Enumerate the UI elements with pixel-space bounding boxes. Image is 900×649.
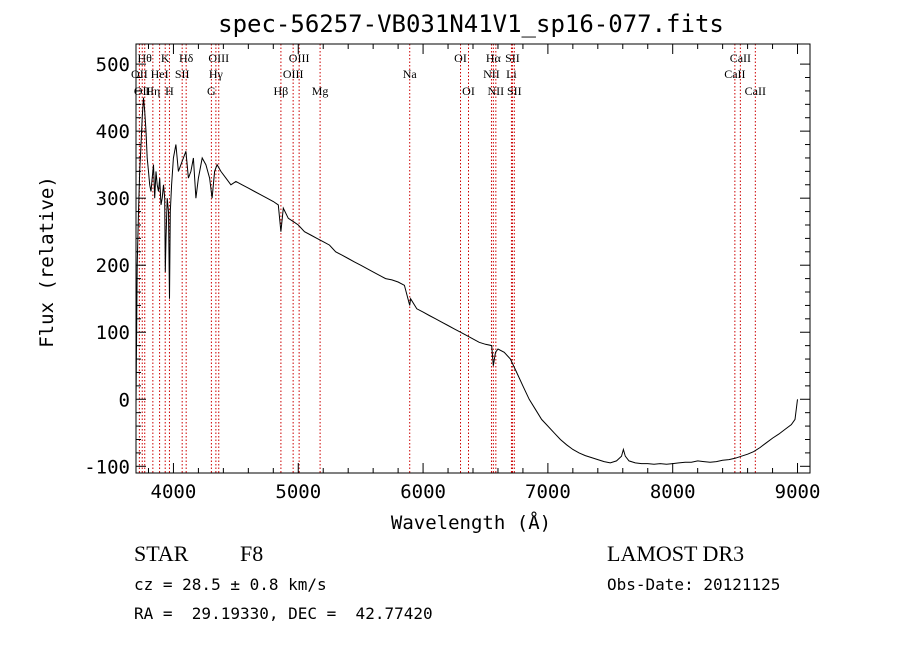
line-label: Li (506, 67, 517, 81)
obs-date-text: Obs-Date: 20121125 (607, 575, 781, 594)
line-label: SII (505, 51, 520, 65)
x-tick-label: 4000 (151, 481, 197, 503)
line-label: Mg (312, 84, 329, 98)
emission-lines (138, 44, 756, 473)
y-tick-label: -100 (84, 456, 130, 478)
x-tick-label: 5000 (275, 481, 321, 503)
y-tick-label: 500 (96, 54, 130, 76)
line-labels: OIIOIIHθHηHeIKHSIIHδGHγOIIIHβOIIIOIIIMgN… (131, 51, 766, 98)
line-label: Na (403, 67, 418, 81)
line-label: OI (454, 51, 467, 65)
coordinates-text: RA = 29.19330, DEC = 42.77420 (134, 604, 433, 623)
x-axis-label: Wavelength (Å) (391, 511, 551, 534)
y-tick-label: 100 (96, 322, 130, 344)
line-label: OIII (283, 67, 304, 81)
plot-frame (135, 43, 811, 474)
line-label: Hγ (209, 67, 224, 81)
line-label: OII (134, 84, 151, 98)
x-tick-label: 6000 (400, 481, 446, 503)
line-label: Hδ (179, 51, 194, 65)
line-label: K (161, 51, 170, 65)
chart-title: spec-56257-VB031N41V1_sp16-077.fits (218, 10, 724, 38)
line-label: CaII (724, 67, 745, 81)
line-label: CaII (745, 84, 766, 98)
line-label: OIII (208, 51, 229, 65)
line-label: SII (175, 67, 190, 81)
line-label: OII (131, 67, 148, 81)
survey-label: LAMOST DR3 (607, 541, 745, 566)
subclass-label: F8 (240, 541, 264, 566)
redshift-text: cz = 28.5 ± 0.8 km/s (134, 575, 327, 594)
line-label: Hη (145, 84, 160, 98)
class-label: STAR (134, 541, 189, 566)
y-axis-label: Flux (relative) (36, 176, 58, 348)
x-tick-label: 8000 (650, 481, 696, 503)
x-tick-label: 9000 (775, 481, 821, 503)
line-label: NII (483, 67, 500, 81)
y-tick-label: 400 (96, 121, 130, 143)
x-tick-label: 7000 (525, 481, 571, 503)
line-label: OIII (289, 51, 310, 65)
line-label: Hθ (138, 51, 153, 65)
line-label: OI (462, 84, 475, 98)
y-tick-label: 0 (119, 389, 130, 411)
spectrum-line (135, 97, 798, 465)
line-label: G (207, 84, 216, 98)
line-label: Hα (486, 51, 502, 65)
line-label: Hβ (274, 84, 289, 98)
y-tick-label: 200 (96, 255, 130, 277)
line-label: NII (488, 84, 505, 98)
line-label: CaII (730, 51, 751, 65)
line-label: HeI (151, 67, 169, 81)
axis-ticks: 4000 5000 6000 7000 8000 9000 -100 0 100 200 300 40… (84, 44, 820, 503)
line-label: H (165, 84, 174, 98)
line-label: SII (507, 84, 522, 98)
y-tick-label: 300 (96, 188, 130, 210)
